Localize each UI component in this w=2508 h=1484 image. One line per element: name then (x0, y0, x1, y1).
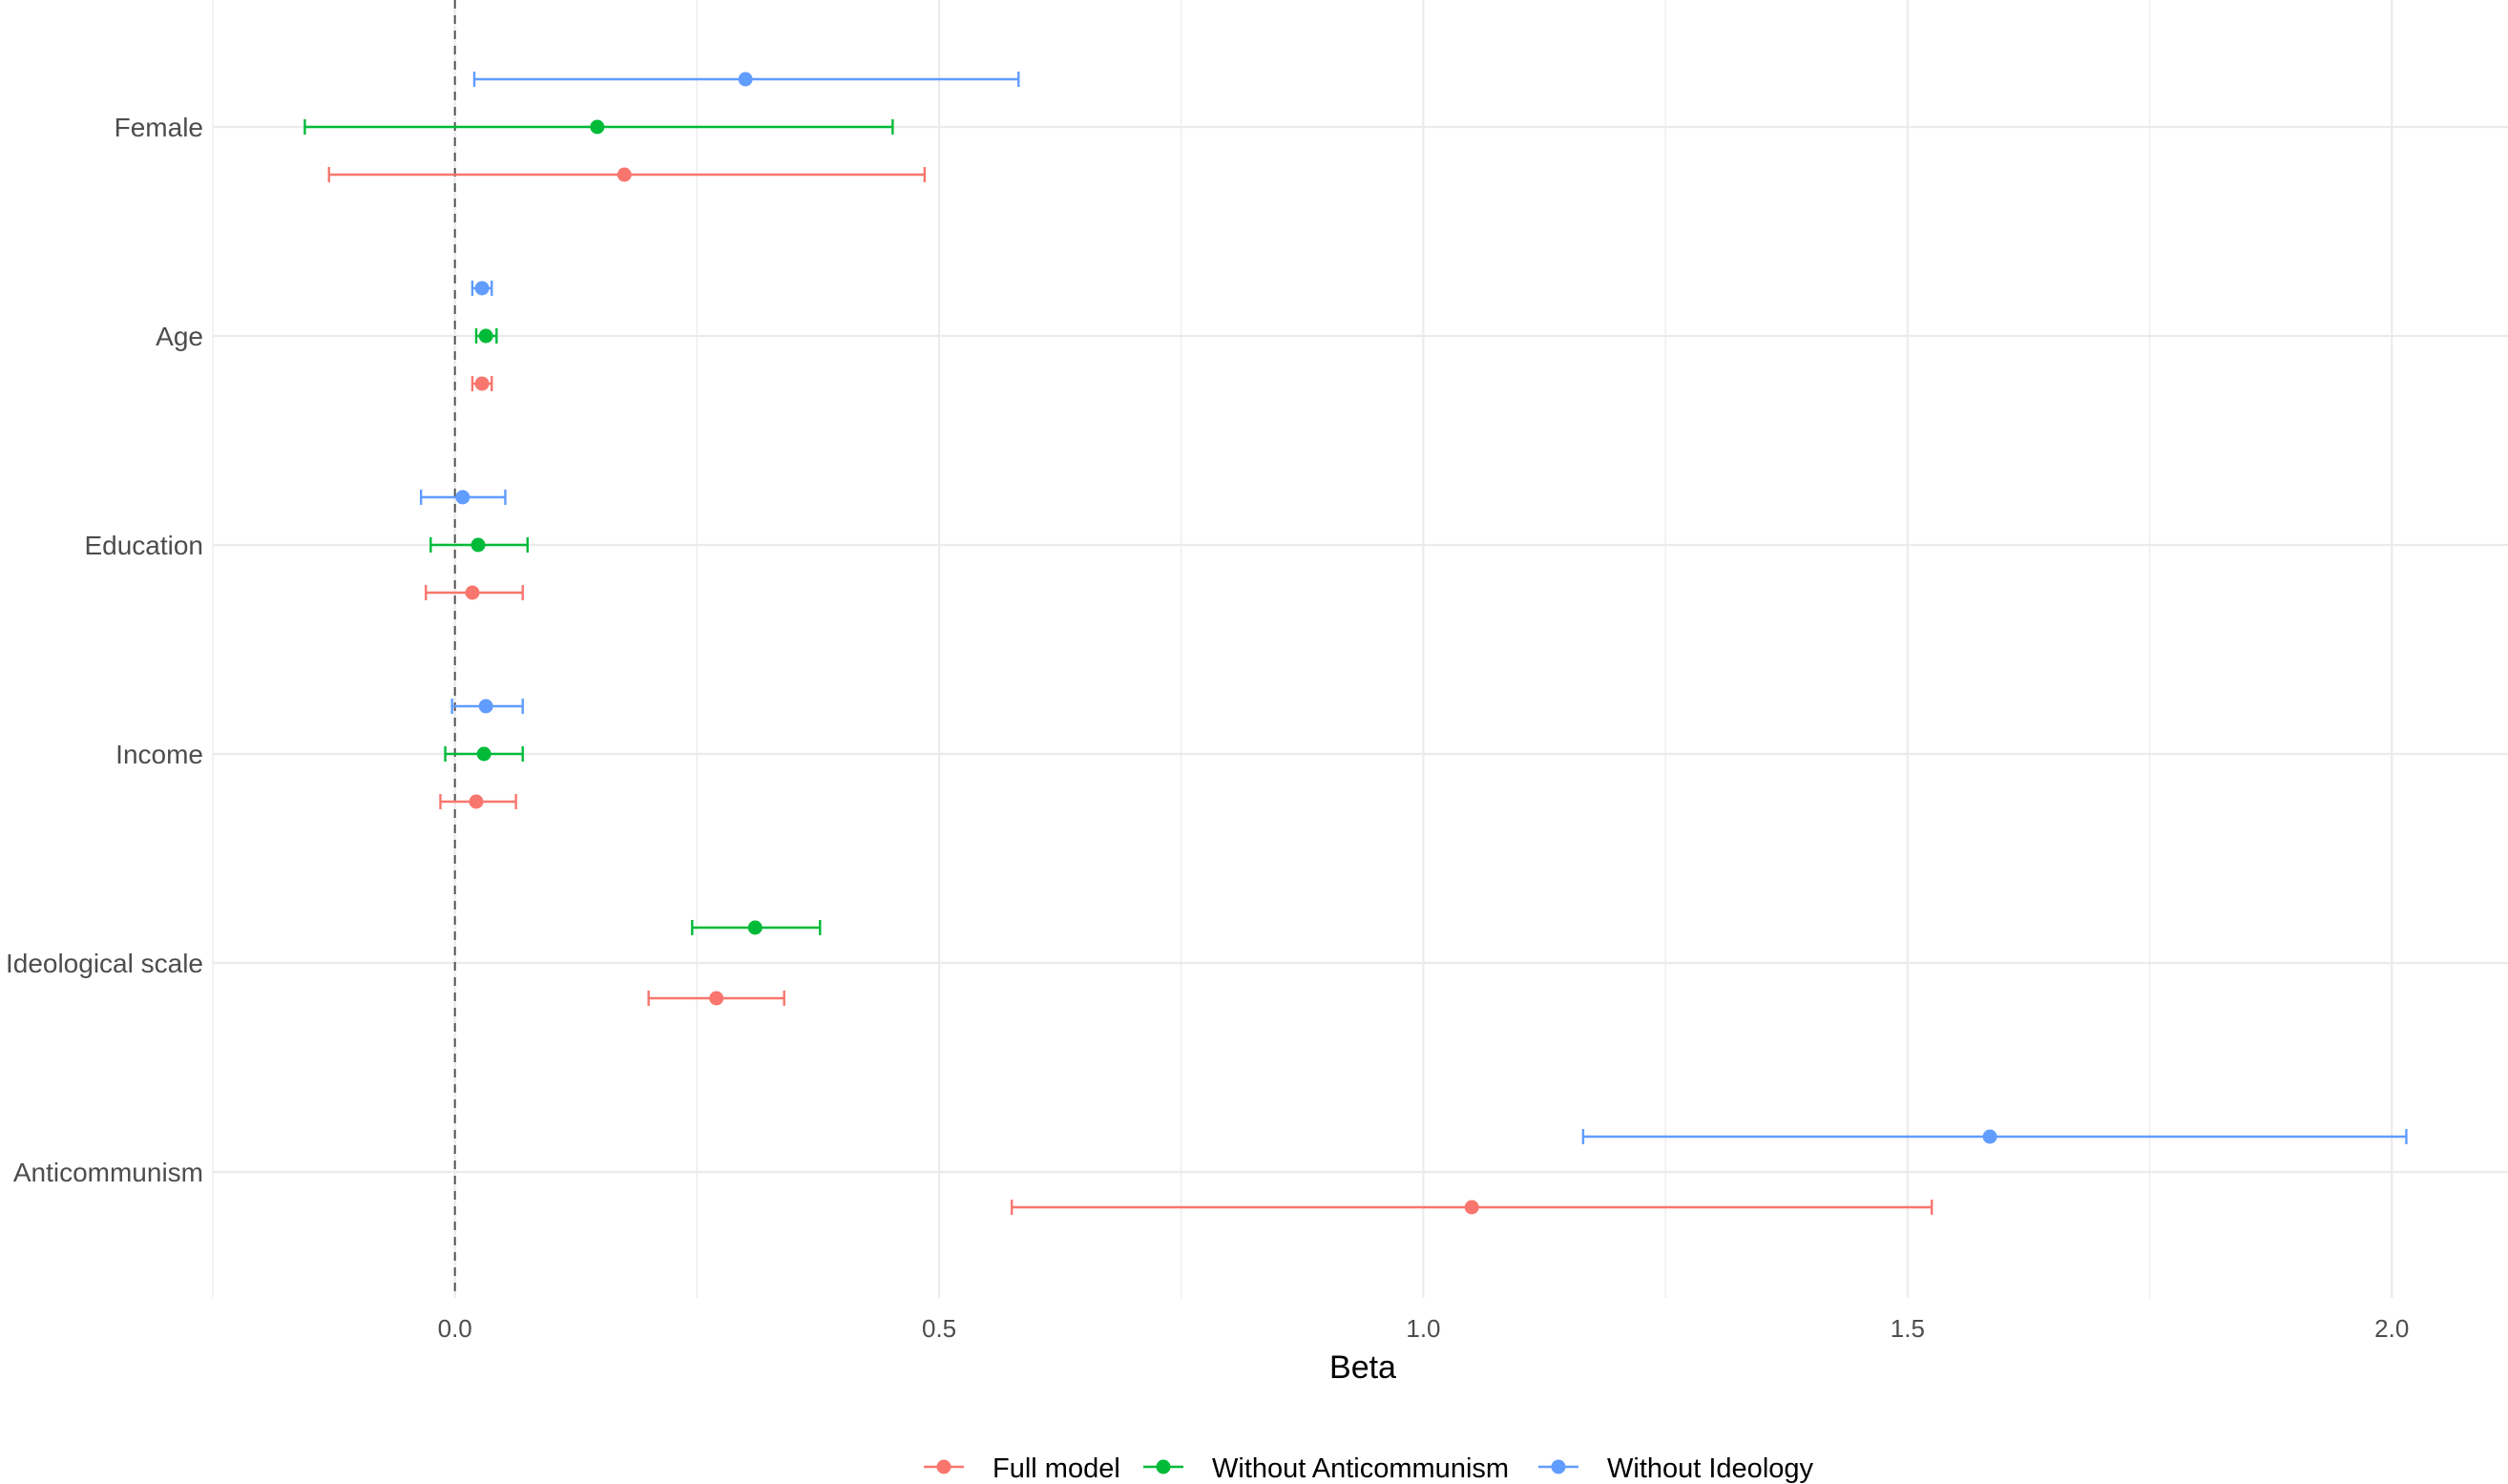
point-estimate (617, 167, 632, 182)
y-tick-label: Ideological scale (6, 949, 203, 978)
point-estimate (476, 746, 491, 762)
legend-label: Without Ideology (1607, 1453, 1814, 1484)
x-tick-label: 2.0 (2374, 1314, 2409, 1343)
coefficient-mark (419, 490, 507, 505)
legend: Full model Without Anticommunism Without I… (924, 1453, 1814, 1484)
y-tick-label: Female (115, 113, 203, 142)
point-estimate (709, 991, 724, 1006)
legend-key-point (1551, 1459, 1566, 1474)
x-tick-label: 0.0 (438, 1314, 472, 1343)
coefficient-mark (470, 281, 493, 296)
point-estimate (747, 920, 763, 935)
point-estimate (1982, 1129, 1997, 1144)
coefficient-mark (1010, 1200, 1933, 1215)
coefficient-mark (444, 746, 524, 762)
data-marks (303, 72, 2408, 1215)
point-estimate (474, 281, 490, 296)
x-tick-label: 1.0 (1406, 1314, 1440, 1343)
y-tick-label: Income (115, 740, 203, 769)
legend-key-point (936, 1459, 951, 1474)
point-estimate (465, 585, 480, 600)
y-tick-label: Education (84, 531, 203, 560)
point-estimate (470, 537, 486, 553)
coefficient-mark (647, 991, 785, 1006)
legend-key-point (1156, 1459, 1171, 1474)
x-tick-label: 0.5 (922, 1314, 956, 1343)
legend-item: Without Anticommunism (1143, 1453, 1509, 1484)
point-estimate (1464, 1200, 1479, 1215)
coefficient-mark (439, 794, 517, 809)
point-estimate (478, 328, 493, 344)
legend-label: Full model (993, 1453, 1120, 1484)
y-tick-label: Anticommunism (13, 1158, 203, 1187)
point-estimate (738, 72, 753, 87)
coefficient-mark (474, 328, 498, 344)
x-axis-labels: 0.0 0.5 1.0 1.5 2.0 (438, 1314, 2410, 1343)
x-tick-label: 1.5 (1891, 1314, 1925, 1343)
legend-label: Without Anticommunism (1212, 1453, 1509, 1484)
x-axis-title: Beta (1329, 1349, 1396, 1386)
coefficient-mark (691, 920, 822, 935)
point-estimate (478, 699, 493, 714)
y-axis-labels: Female Age Education Income Ideological scal… (6, 113, 203, 1187)
coefficient-mark (470, 376, 493, 391)
point-estimate (455, 490, 470, 505)
coefficient-mark (429, 537, 529, 553)
point-estimate (469, 794, 484, 809)
coefficient-mark (327, 167, 927, 182)
coefficient-mark (450, 699, 524, 714)
legend-item: Full model (924, 1453, 1120, 1484)
legend-item: Without Ideology (1538, 1453, 1814, 1484)
coefficient-mark (1581, 1129, 2408, 1144)
point-estimate (590, 119, 605, 135)
coefficient-mark (425, 585, 524, 600)
y-tick-label: Age (156, 322, 203, 351)
coefficient-mark (472, 72, 1020, 87)
point-estimate (474, 376, 490, 391)
coefficient-mark (303, 119, 894, 135)
